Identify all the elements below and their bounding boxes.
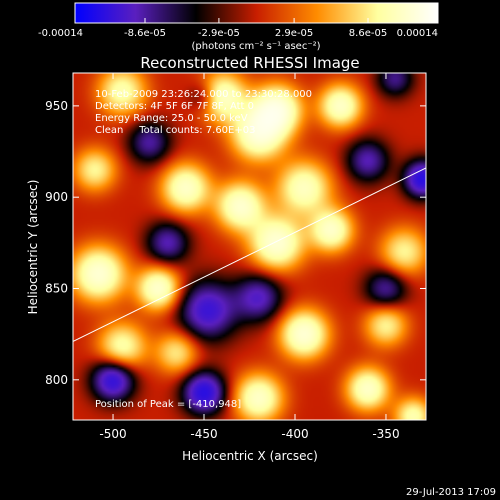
y-tick-label: 950 [45, 99, 68, 113]
peak-position-label: Position of Peak = [-410,948] [95, 399, 241, 410]
y-tick-label: 850 [45, 282, 68, 296]
x-tick-label: -350 [372, 427, 399, 441]
y-tick-label: 800 [45, 373, 68, 387]
info-line-energy: Energy Range: 25.0 - 50.0 keV [95, 113, 248, 124]
colorbar-tick-label: 2.9e-05 [275, 28, 313, 39]
colorbar-ticks: -0.00014 -8.6e-05 -2.9e-05 2.9e-05 8.6e-05 0.… [38, 18, 439, 39]
colorbar-unit-label: (photons cm⁻² s⁻¹ asec⁻²) [191, 41, 320, 52]
plot-frame [72, 72, 427, 421]
info-line-time: 10-Feb-2009 23:26:24.000 to 23:30:28.000 [95, 89, 312, 100]
colorbar-tick-label: 0.00014 [397, 28, 438, 39]
y-axis-label: Heliocentric Y (arcsec) [26, 180, 40, 315]
x-tick-label: -450 [190, 427, 217, 441]
x-tick-label: -500 [99, 427, 126, 441]
colorbar-tick-label: -8.6e-05 [124, 28, 166, 39]
info-line-detectors: Detectors: 4F 5F 6F 7F 8F, Att 0 [95, 101, 254, 112]
heatmap-image [73, 73, 426, 420]
colorbar-tick-label: -2.9e-05 [198, 28, 240, 39]
colorbar-frame [74, 2, 439, 24]
colorbar-tick-label: 8.6e-05 [349, 28, 387, 39]
x-tick-label: -400 [281, 427, 308, 441]
info-block: 10-Feb-2009 23:26:24.000 to 23:30:28.000… [95, 89, 312, 136]
colorbar-tick-label: -0.00014 [38, 28, 83, 39]
solar-limb-line [73, 167, 426, 342]
y-tick-label: 900 [45, 190, 68, 204]
footer-date: 29-Jul-2013 17:09 [405, 487, 496, 498]
chart-title: Reconstructed RHESSI Image [140, 54, 359, 72]
info-line-clean: Clean Total counts: 7.60E+03 [95, 125, 255, 136]
x-axis-label: Heliocentric X (arcsec) [182, 449, 318, 463]
colorbar [75, 3, 438, 23]
axis-ticks: -500 -450 -400 -350 800 850 900 950 [45, 73, 426, 441]
